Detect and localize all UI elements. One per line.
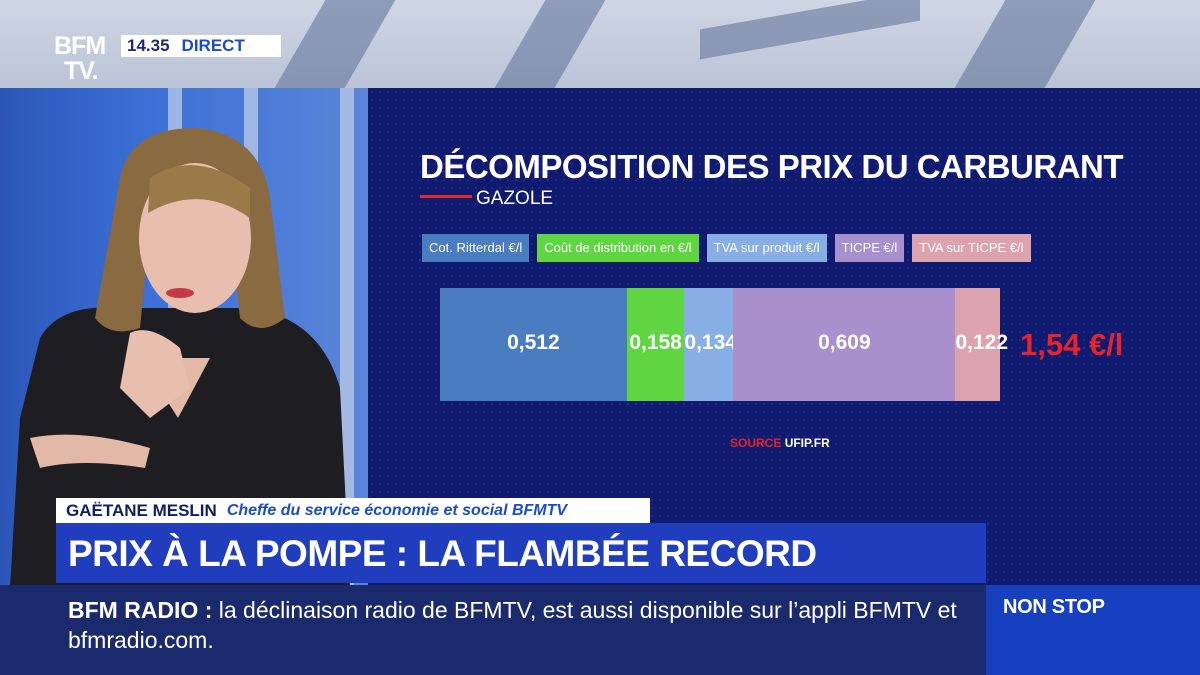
- guest-name: GAËTANE MESLIN: [66, 500, 217, 520]
- chart-subtitle: GAZOLE: [476, 188, 554, 209]
- bar-segment: 0,512: [440, 288, 627, 401]
- bar-segment: 0,122: [955, 288, 1009, 401]
- bar-segment: 0,609: [733, 288, 956, 401]
- headline-bar: PRIX À LA POMPE : LA FLAMBÉE RECORD: [56, 523, 986, 583]
- legend-item: TVA sur produit €/l: [706, 234, 827, 262]
- legend-item: TVA sur TICPE €/l: [912, 234, 1031, 262]
- bar-value-label: 0,158: [629, 331, 682, 354]
- nonstop-label: NON STOP: [1003, 596, 1105, 618]
- guest-role: Cheffe du service économie et social BFM…: [226, 501, 568, 519]
- legend-item: TICPE €/l: [834, 234, 905, 262]
- bar-segment: 0,134: [684, 288, 737, 401]
- bar-value-label: 0,134: [684, 331, 737, 354]
- chart-source: SOURCE UFIP.FR: [730, 436, 830, 450]
- total-price: 1,54 €/l: [1020, 327, 1124, 362]
- clock-time: 14.35: [127, 36, 170, 55]
- source-prefix: SOURCE: [730, 436, 782, 450]
- bar-value-label: 0,512: [507, 331, 560, 354]
- time-badge: 14.35 DIRECT: [121, 35, 281, 57]
- live-label: DIRECT: [181, 36, 245, 55]
- nonstop-badge: NON STOP: [986, 585, 1200, 675]
- logo-line-1: BFM: [54, 32, 106, 60]
- logo-line-2: TV.: [64, 57, 99, 85]
- stacked-bar: 0,512 0,158 0,134 0,609 0,122: [440, 288, 1009, 401]
- ticker-message: BFM RADIO : la déclinaison radio de BFMT…: [68, 595, 968, 655]
- title-accent-line: [420, 195, 472, 198]
- bar-value-label: 0,122: [955, 331, 1009, 354]
- chart-legend: Cot. Ritterdal €/l Coût de distribution …: [422, 234, 1031, 262]
- ticker-text: la déclinaison radio de BFMTV, est aussi…: [68, 597, 957, 653]
- bar-segment: 0,158: [626, 288, 685, 401]
- legend-item: Coût de distribution en €/l: [537, 234, 699, 262]
- chart-title: DÉCOMPOSITION DES PRIX DU CARBURANT: [420, 148, 1124, 185]
- source-name: UFIP.FR: [784, 436, 830, 450]
- bar-value-label: 0,609: [818, 331, 871, 354]
- legend-item: Cot. Ritterdal €/l: [422, 234, 530, 262]
- channel-logo: BFM TV.: [54, 34, 116, 86]
- headline: PRIX À LA POMPE : LA FLAMBÉE RECORD: [68, 533, 817, 574]
- ticker-label: BFM RADIO :: [68, 597, 213, 623]
- guest-name-strip: GAËTANE MESLIN Cheffe du service économi…: [56, 498, 650, 523]
